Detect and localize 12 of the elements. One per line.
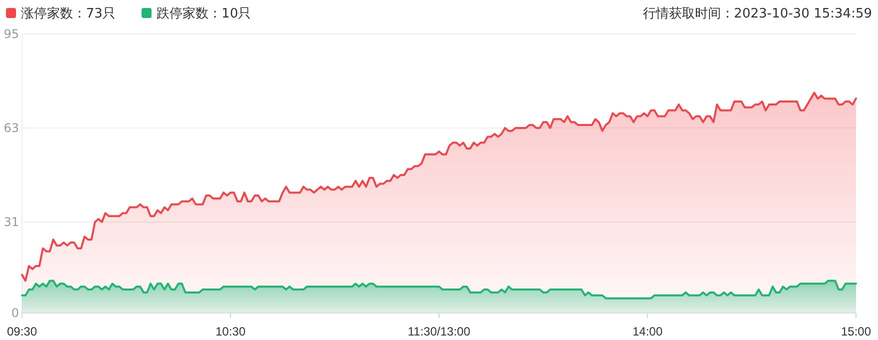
x-tick-label: 09:30 bbox=[6, 324, 38, 338]
legend-label: 涨停家数：73只 bbox=[21, 6, 116, 22]
x-tick-label: 14:00 bbox=[632, 324, 663, 338]
y-tick-label: 63 bbox=[4, 121, 19, 136]
x-tick-label: 10:30 bbox=[215, 324, 246, 338]
x-tick-label: 11:30/13:00 bbox=[408, 324, 471, 338]
text: 行情获取时间：2023-10-30 15:34:59 bbox=[642, 6, 872, 22]
y-tick-label: 0 bbox=[11, 306, 19, 320]
x-tick-label: 15:00 bbox=[840, 324, 872, 338]
y-tick-label: 31 bbox=[4, 215, 19, 230]
y-tick-label: 95 bbox=[4, 27, 19, 42]
legend-label: 跌停家数：10只 bbox=[156, 6, 252, 22]
